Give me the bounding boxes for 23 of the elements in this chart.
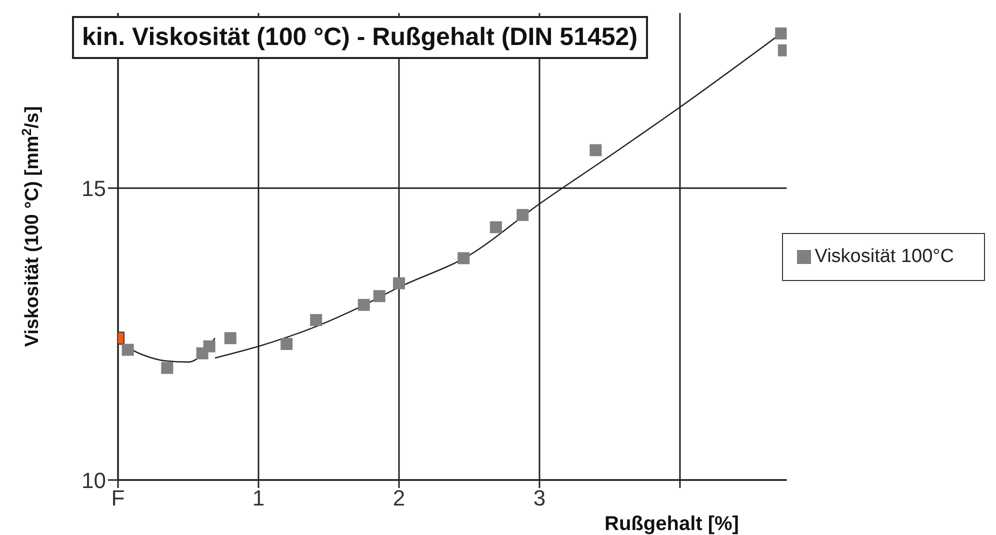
point [373, 290, 386, 302]
point [224, 332, 236, 344]
point [310, 314, 322, 326]
point [458, 252, 470, 264]
point [516, 208, 529, 221]
point [280, 338, 293, 350]
x-tick-label: 2 [392, 486, 406, 511]
point [775, 27, 787, 40]
point [203, 340, 216, 352]
x-axis-title: Rußgehalt [%] [604, 513, 739, 535]
point [590, 144, 602, 156]
x-tick-label: 3 [533, 486, 546, 511]
chart-title: kin. Viskosität (100 °C) - Rußgehalt (DIN 51452) [72, 16, 648, 59]
point [161, 362, 174, 374]
y-tick-label: 10 [82, 468, 106, 493]
x-tick-label: 1 [252, 486, 265, 511]
legend-label: Viskosität 100°C [814, 246, 954, 267]
x-tick-label: F [111, 486, 125, 511]
point [392, 277, 405, 290]
y-tick-label: 15 [82, 176, 106, 201]
point [122, 344, 134, 356]
point [358, 298, 370, 311]
point [490, 221, 502, 234]
